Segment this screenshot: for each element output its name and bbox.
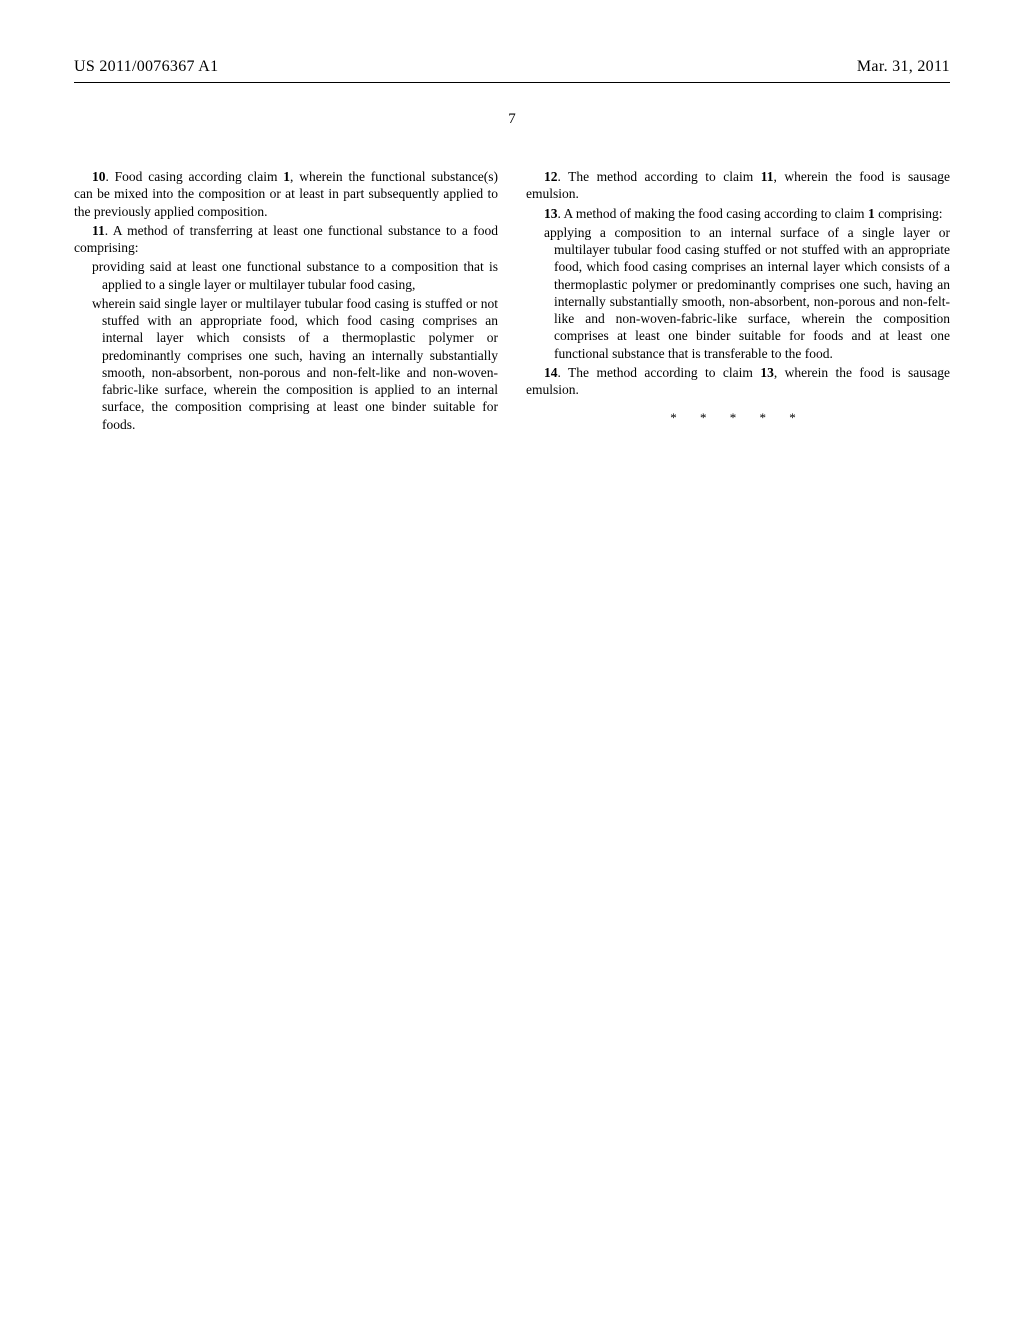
two-column-body: 10. Food casing according claim 1, where… xyxy=(74,168,950,435)
claim-number: 11 xyxy=(92,223,105,238)
claim-number: 12 xyxy=(544,169,558,184)
claim-text: . A method of transferring at least one … xyxy=(74,223,498,255)
claim-text: . The method according to claim xyxy=(558,365,761,380)
claim-number: 10 xyxy=(92,169,106,184)
claim-11-sub1: providing said at least one functional s… xyxy=(74,258,498,293)
end-of-claims-marks: * * * * * xyxy=(526,410,950,427)
claim-number: 13 xyxy=(544,206,558,221)
claim-11-sub2: wherein said single layer or multilayer … xyxy=(74,295,498,433)
claim-12: 12. The method according to claim 11, wh… xyxy=(526,168,950,203)
claim-tail: comprising: xyxy=(875,206,943,221)
header-rule xyxy=(74,82,950,83)
claim-11: 11. A method of transferring at least on… xyxy=(74,222,498,257)
claim-text: . The method according to claim xyxy=(558,169,761,184)
page-header: US 2011/0076367 A1 Mar. 31, 2011 xyxy=(74,58,950,76)
patent-page: US 2011/0076367 A1 Mar. 31, 2011 7 10. F… xyxy=(0,0,1024,435)
page-number: 7 xyxy=(74,111,950,128)
claim-text: . Food casing according claim xyxy=(106,169,284,184)
claim-13-sub1: applying a composition to an internal su… xyxy=(526,224,950,362)
claim-number: 14 xyxy=(544,365,558,380)
left-column: 10. Food casing according claim 1, where… xyxy=(74,168,498,435)
claim-13: 13. A method of making the food casing a… xyxy=(526,205,950,222)
claim-ref: 13 xyxy=(760,365,774,380)
claim-text: . A method of making the food casing acc… xyxy=(558,206,868,221)
publication-number: US 2011/0076367 A1 xyxy=(74,58,218,76)
right-column: 12. The method according to claim 11, wh… xyxy=(526,168,950,435)
claim-14: 14. The method according to claim 13, wh… xyxy=(526,364,950,399)
claim-ref: 1 xyxy=(868,206,875,221)
claim-10: 10. Food casing according claim 1, where… xyxy=(74,168,498,220)
claim-ref: 11 xyxy=(761,169,774,184)
publication-date: Mar. 31, 2011 xyxy=(857,58,950,76)
